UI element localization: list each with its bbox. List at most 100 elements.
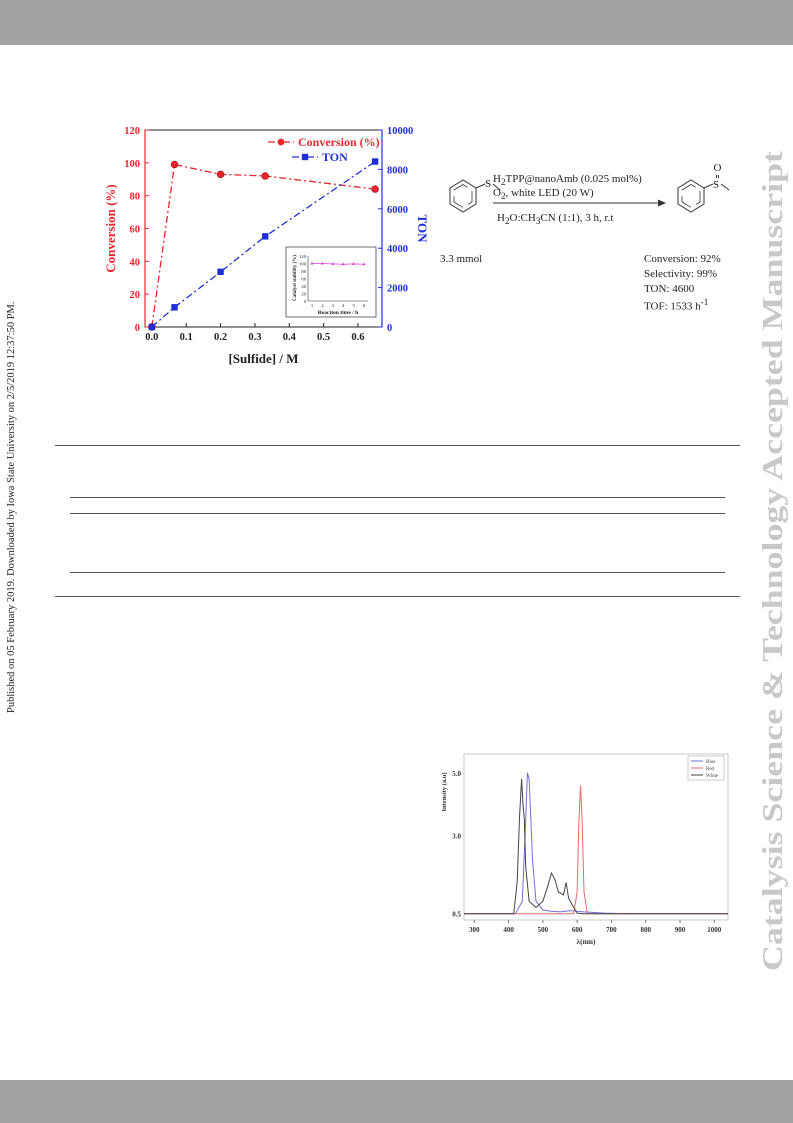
inset-x-tick-label: 6 — [363, 303, 366, 308]
spectrum-x-tick-label: 1000 — [707, 926, 722, 934]
reaction-arrow — [493, 199, 666, 207]
inset-y-tick-label: 40 — [301, 284, 306, 289]
inset-point — [310, 261, 314, 265]
spectrum-legend-label: Blue — [706, 760, 716, 765]
y-tick-label: 60 — [130, 225, 141, 236]
table-header-rule — [70, 497, 725, 498]
x-tick-label: 0.6 — [351, 332, 364, 343]
spectrum-y-tick-label: 5.0 — [452, 770, 461, 778]
spectrum-x-axis-label: λ(nm) — [576, 937, 596, 946]
spectrum-x-tick-label: 300 — [469, 926, 480, 934]
legend-ton-label: TON — [322, 150, 348, 164]
inset-y-tick-label: 80 — [301, 269, 306, 274]
spectrum-series-red — [464, 785, 728, 915]
publication-note-text: Published on 05 February 2019. Downloade… — [6, 301, 17, 713]
spectrum-legend-label: Red — [706, 767, 715, 772]
result-selectivity: Selectivity: 99% — [644, 268, 718, 280]
y-tick-label: 40 — [130, 257, 141, 268]
spectrum-y-tick-label: 3.0 — [452, 832, 461, 840]
spectrum-y-axis-label: Intensity (a.u) — [441, 772, 448, 811]
reagent-line-1: H2TPP@nanoAmb (0.025 mol%) — [493, 173, 642, 188]
substrate-amount: 3.3 mmol — [440, 253, 483, 265]
table-header-rule-2 — [70, 513, 725, 514]
conversion-point — [261, 172, 269, 180]
inset-y-label: Catalyst stability (%) — [293, 255, 298, 301]
ton-point — [262, 233, 269, 240]
footer-band — [0, 1080, 793, 1123]
spectrum-legend-label: White — [706, 774, 719, 779]
inset-x-tick-label: 2 — [321, 303, 324, 308]
spectrum-y-tick-label: 0.5 — [452, 911, 461, 919]
x-tick-label: 0.3 — [248, 332, 261, 343]
y-tick-label: 120 — [124, 126, 140, 137]
y2-tick-label: 2000 — [387, 284, 408, 295]
x-tick-label: 0.1 — [180, 332, 193, 343]
inset-frame — [285, 246, 377, 318]
legend-conversion-label: Conversion (%) — [298, 135, 380, 149]
spectrum-x-tick-label: 800 — [640, 926, 651, 934]
header-band — [0, 0, 793, 45]
y2-axis-label: TON — [415, 215, 430, 244]
x-tick-label: 0.5 — [317, 332, 330, 343]
inset-y-tick-label: 120 — [299, 254, 307, 259]
ton-point — [217, 268, 224, 276]
spectrum-x-tick-label: 600 — [572, 926, 583, 934]
conversion-ton-chart: 0.0 0.1 0.2 0.3 0.4 0.5 0.60204060801001200200… — [103, 126, 430, 366]
inset-point — [320, 261, 324, 265]
y2-tick-label: 0 — [387, 323, 392, 334]
conversion-point — [216, 170, 225, 179]
y2-tick-label: 6000 — [387, 205, 408, 216]
reagent-line-2: O2, white LED (20 W) — [493, 187, 594, 202]
y2-tick-label: 10000 — [387, 126, 413, 137]
spectrum-x-tick-label: 400 — [503, 926, 514, 934]
y-tick-label: 80 — [130, 192, 141, 203]
sulfoxide-oxygen: O — [714, 162, 722, 174]
x-axis-label: [Sulfide] / M — [228, 351, 298, 366]
publication-note: Published on 05 February 2019. Downloade… — [6, 301, 17, 713]
spectrum-plot-frame — [463, 753, 729, 921]
spectrum-x-tick-label: 500 — [538, 926, 549, 934]
inset-y-tick-label: 0 — [304, 299, 307, 304]
legend-ton-marker — [301, 153, 309, 161]
inset-y-tick-label: 60 — [301, 276, 306, 281]
inset-x-tick-label: 3 — [332, 303, 335, 308]
conversion-point — [170, 160, 179, 169]
inset-x-label: Reaction time / h — [318, 310, 359, 316]
result-tof: TOF: 1533 h-1 — [644, 297, 709, 313]
inset-point — [362, 262, 366, 266]
svg-text:S: S — [713, 179, 719, 191]
reaction-scheme: S 3.3 mmol H2TPP@nanoAmb (0.025 mol%) O2… — [440, 140, 740, 313]
y2-tick-label: 8000 — [387, 165, 408, 176]
inset-x-tick-label: 4 — [342, 303, 345, 308]
inset-x-tick-label: 5 — [352, 303, 355, 308]
y-axis-label: Conversion (%) — [103, 184, 118, 272]
spectrum-x-tick-label: 900 — [675, 926, 686, 934]
inset-y-tick-label: 100 — [299, 261, 307, 266]
spectrum-x-tick-label: 700 — [606, 926, 617, 934]
ton-point — [148, 323, 156, 331]
table-body-rule — [70, 572, 725, 573]
inset-series-line — [312, 263, 365, 265]
y-tick-label: 20 — [130, 290, 141, 301]
emission-spectrum-chart: 300 400 500 600 700 800 900 1000 0.5 3.0 5.0 λ(nm) I… — [441, 753, 729, 946]
inset-chart: 0 20 40 60 80 100 120 1 2 3 4 5 6 Reaction time / h Ca… — [285, 246, 377, 318]
reagent-line-3: H2O:CH3CN (1:1), 3 h, r.t — [497, 212, 614, 227]
x-tick-label: 0.4 — [283, 332, 297, 343]
spectrum-series-white — [464, 779, 728, 915]
inset-point — [341, 262, 345, 266]
x-tick-label: 0.2 — [214, 332, 227, 343]
svg-text:S: S — [485, 178, 491, 190]
table-top-rule — [55, 445, 740, 446]
inset-point — [331, 262, 335, 265]
journal-watermark-text: Catalysis Science & Technology Accepted … — [757, 151, 788, 971]
ton-point — [371, 158, 379, 165]
legend-conversion-marker — [277, 138, 285, 146]
ton-point — [171, 304, 178, 311]
ton-series-line — [151, 160, 376, 328]
y2-tick-label: 4000 — [387, 244, 408, 255]
y-tick-label: 100 — [124, 159, 140, 170]
inset-point — [352, 262, 356, 265]
conversion-point — [371, 185, 379, 193]
inset-x-tick-label: 1 — [311, 303, 314, 308]
result-conversion: Conversion: 92% — [644, 253, 721, 265]
